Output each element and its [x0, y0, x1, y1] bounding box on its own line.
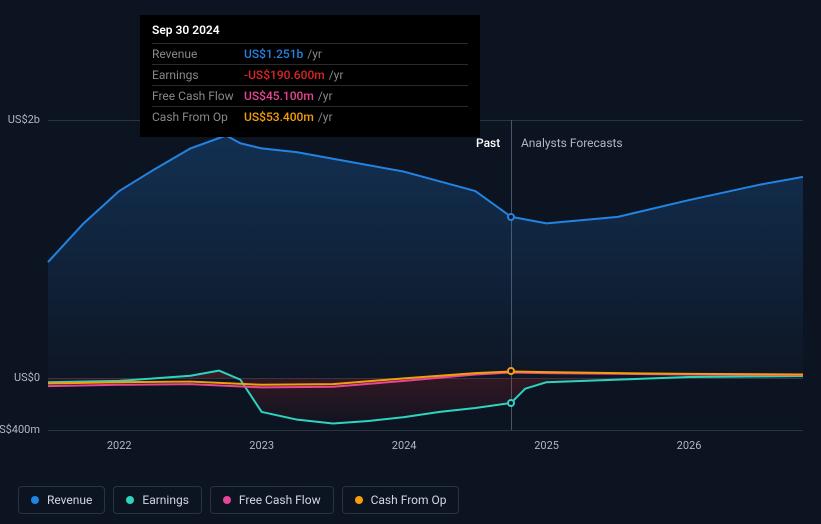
tooltip-metric-unit: /yr — [329, 68, 344, 82]
x-axis-label: 2023 — [249, 439, 274, 452]
tooltip-metric-unit: /yr — [318, 110, 333, 124]
x-axis-label: 2025 — [534, 439, 559, 452]
legend-label: Earnings — [142, 493, 189, 507]
legend-label: Cash From Op — [371, 493, 447, 507]
chart-legend: Revenue Earnings Free Cash Flow Cash From O… — [18, 486, 459, 514]
x-axis-label: 2022 — [107, 439, 132, 452]
series-marker — [507, 399, 515, 407]
tooltip-metric-unit: /yr — [318, 89, 333, 103]
tooltip-row: Earnings-US$190.600m/yr — [152, 64, 468, 85]
x-axis-label: 2024 — [392, 439, 417, 452]
gridline — [48, 430, 803, 431]
plot-area[interactable]: US$2bUS$0-US$400mPastAnalysts Forecasts — [48, 120, 803, 430]
legend-dot-icon — [126, 496, 134, 504]
chart-tooltip: Sep 30 2024 RevenueUS$1.251b/yrEarnings-… — [140, 15, 480, 137]
tooltip-metric-value: -US$190.600m — [244, 68, 325, 82]
y-axis-label: -US$400m — [0, 423, 40, 436]
legend-item[interactable]: Cash From Op — [342, 486, 460, 514]
x-axis-label: 2026 — [677, 439, 702, 452]
legend-dot-icon — [31, 496, 39, 504]
financial-chart: US$2bUS$0-US$400mPastAnalysts Forecasts … — [18, 120, 803, 460]
tooltip-metric-label: Revenue — [152, 47, 244, 61]
tooltip-metric-label: Cash From Op — [152, 110, 244, 124]
tooltip-metric-value: US$53.400m — [244, 110, 314, 124]
legend-item[interactable]: Earnings — [113, 486, 202, 514]
tooltip-row: RevenueUS$1.251b/yr — [152, 43, 468, 64]
tooltip-row: Cash From OpUS$53.400m/yr — [152, 106, 468, 127]
legend-label: Revenue — [47, 493, 92, 507]
legend-dot-icon — [223, 496, 231, 504]
tooltip-metric-label: Earnings — [152, 68, 244, 82]
tooltip-metric-value: US$1.251b — [244, 47, 303, 61]
series-marker — [507, 367, 515, 375]
legend-label: Free Cash Flow — [239, 493, 321, 507]
y-axis-label: US$2b — [8, 113, 40, 126]
y-axis-label: US$0 — [14, 371, 40, 384]
series-marker — [507, 213, 515, 221]
legend-item[interactable]: Revenue — [18, 486, 105, 514]
tooltip-date: Sep 30 2024 — [152, 23, 468, 37]
tooltip-row: Free Cash FlowUS$45.100m/yr — [152, 85, 468, 106]
tooltip-metric-label: Free Cash Flow — [152, 89, 244, 103]
tooltip-metric-value: US$45.100m — [244, 89, 314, 103]
legend-dot-icon — [355, 496, 363, 504]
tooltip-metric-unit: /yr — [307, 47, 322, 61]
legend-item[interactable]: Free Cash Flow — [210, 486, 334, 514]
chart-lines — [48, 120, 803, 430]
